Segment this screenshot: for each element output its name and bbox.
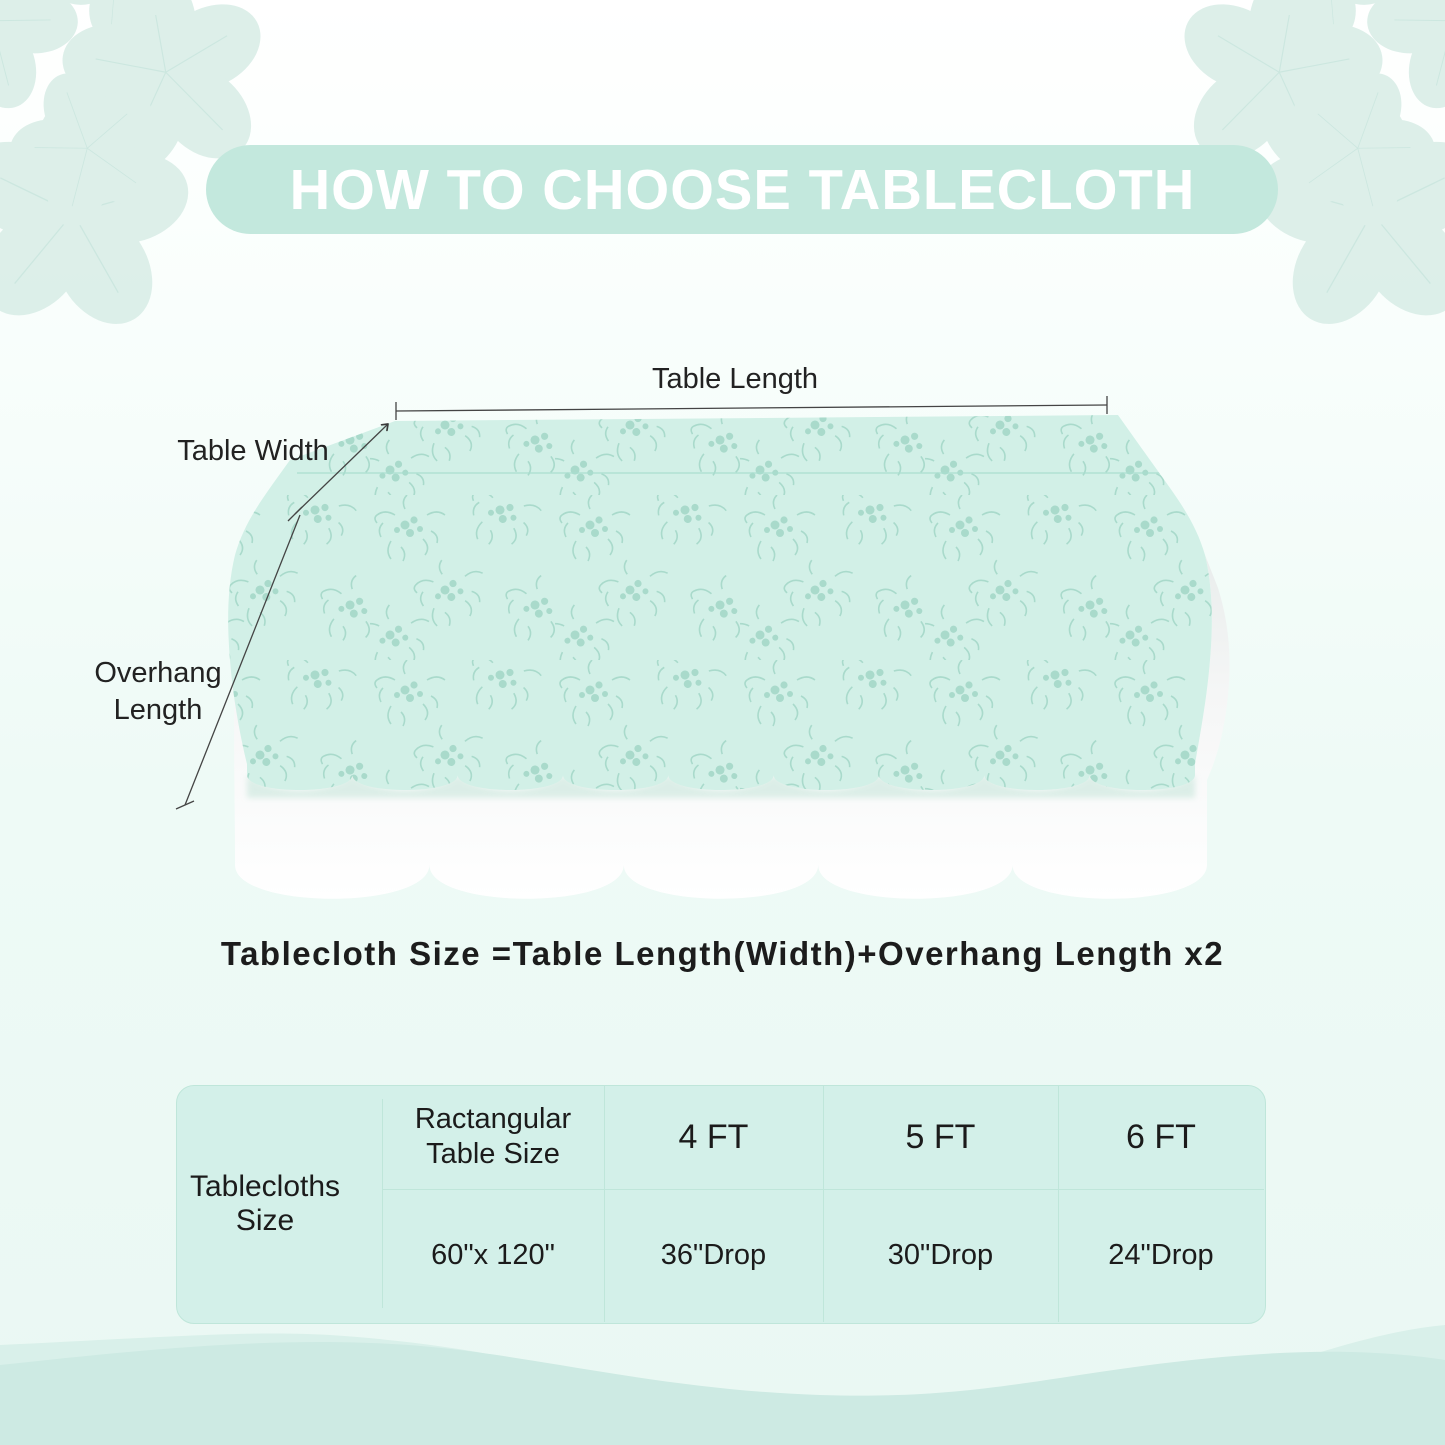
svg-text:Overhang: Overhang bbox=[94, 657, 221, 689]
svg-text:Length: Length bbox=[114, 694, 203, 726]
svg-text:Table Width: Table Width bbox=[177, 435, 329, 467]
svg-text:Table Length: Table Length bbox=[652, 363, 818, 395]
